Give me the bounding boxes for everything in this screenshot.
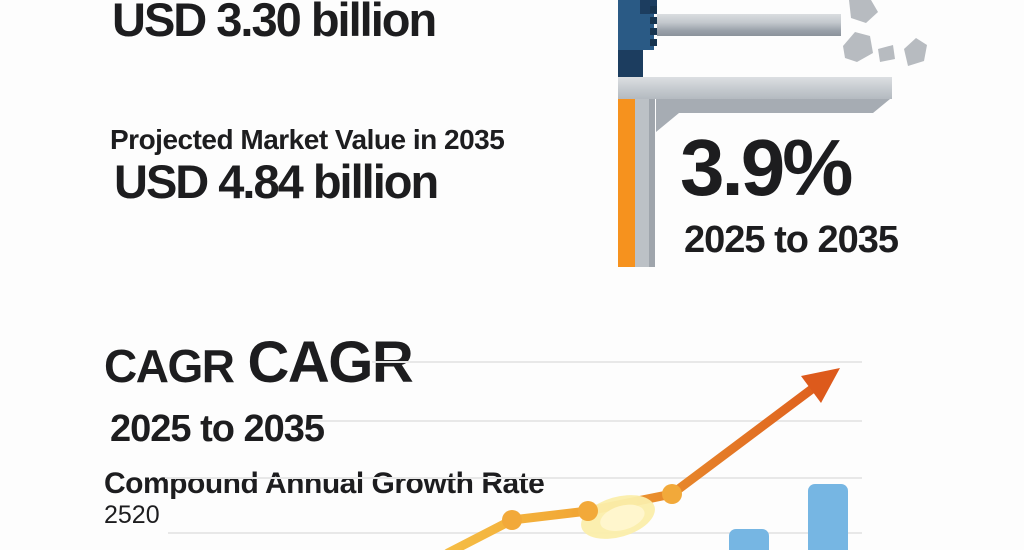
projected-value-label: Projected Market Value in 2035 bbox=[110, 124, 505, 155]
breaker-lower-block bbox=[618, 50, 643, 77]
rock-fragments-icon bbox=[843, 0, 927, 66]
cagr-percentage: 3.9% bbox=[680, 123, 853, 212]
breaker-tooth bbox=[650, 28, 657, 35]
data-point bbox=[662, 484, 682, 504]
rock-fragment bbox=[843, 32, 873, 62]
glow-highlight bbox=[581, 495, 655, 539]
rock-fragment bbox=[849, 0, 878, 23]
chart-bar bbox=[808, 484, 848, 550]
piston-rod bbox=[657, 14, 841, 36]
market-value-2025: USD 3.30 billion bbox=[112, 0, 437, 46]
cagr-title-small: CAGR bbox=[104, 340, 235, 392]
breaker-tooth bbox=[650, 6, 657, 13]
cagr-title-large: CAGR bbox=[247, 330, 413, 395]
breaker-body-top bbox=[640, 0, 657, 14]
column-gray-face bbox=[635, 99, 649, 267]
data-point bbox=[502, 510, 522, 530]
chart-bar bbox=[729, 529, 769, 550]
rock-fragment bbox=[904, 38, 927, 66]
arrowhead bbox=[801, 368, 840, 403]
breaker-body bbox=[618, 0, 654, 50]
column-orange-face bbox=[618, 99, 635, 267]
projected-value-2035: USD 4.84 billion bbox=[114, 155, 439, 208]
cagr-title: CAGR CAGR bbox=[104, 330, 414, 395]
column-gray-edge bbox=[649, 99, 655, 267]
growth-trend-line-group bbox=[444, 368, 840, 550]
breaker-tooth bbox=[650, 39, 657, 46]
cagr-period-bottom: 2025 to 2035 bbox=[110, 408, 325, 450]
chart-bars bbox=[729, 484, 848, 550]
beam-top-face bbox=[618, 77, 892, 99]
breaker-tooth bbox=[650, 17, 657, 24]
rock-fragment bbox=[878, 45, 895, 62]
glow-highlight-core bbox=[600, 504, 645, 531]
cagr-period-right: 2025 to 2035 bbox=[684, 219, 899, 261]
data-point bbox=[578, 501, 598, 521]
cagr-subtitle: Compound Annual Growth Rate bbox=[104, 467, 545, 500]
cagr-annotation: 2520 bbox=[104, 501, 160, 529]
